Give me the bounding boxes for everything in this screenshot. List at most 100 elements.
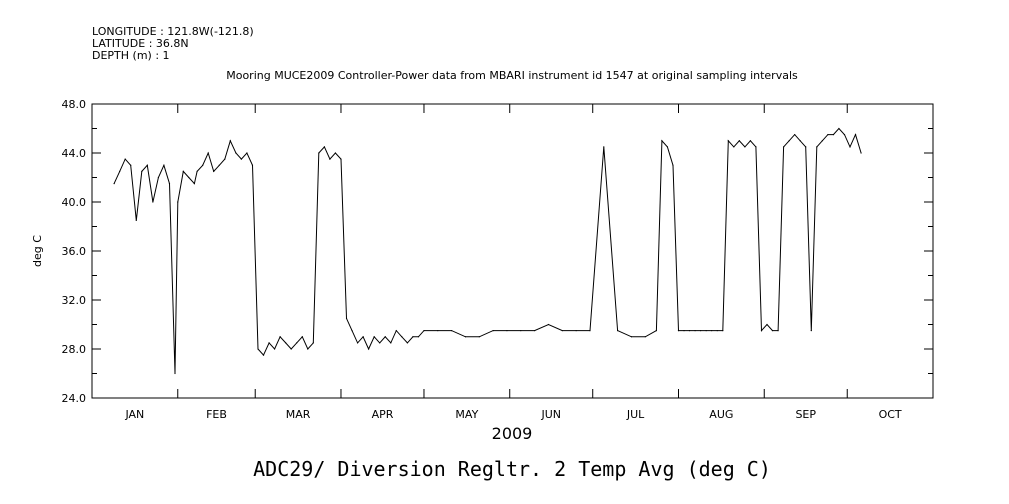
data-point <box>207 152 209 154</box>
x-tick-label-mar: MAR <box>286 408 311 421</box>
data-point <box>547 323 550 326</box>
data-point <box>146 164 148 166</box>
data-point <box>755 146 757 148</box>
x-tick-label-jan: JAN <box>124 408 144 421</box>
data-point <box>119 170 121 172</box>
data-point <box>744 146 746 148</box>
data-point <box>229 140 231 142</box>
data-point <box>406 342 408 344</box>
data-point <box>213 170 215 172</box>
latitude-label: LATITUDE : 36.8N <box>92 37 189 50</box>
data-point <box>312 342 314 344</box>
x-tick-label-aug: AUG <box>709 408 733 421</box>
data-point <box>805 146 807 148</box>
data-point <box>340 158 342 160</box>
data-point <box>700 330 702 332</box>
y-tick-label: 36.0 <box>62 245 87 258</box>
data-point <box>124 158 126 160</box>
y-axis: 24.0 28.0 32.0 36.0 40.0 44.0 48.0 <box>62 98 933 405</box>
data-point <box>849 146 851 148</box>
data-point <box>301 336 303 338</box>
data-point <box>644 336 646 338</box>
data-point <box>821 140 823 142</box>
data-point <box>152 201 154 203</box>
data-point <box>113 183 115 185</box>
y-tick-label: 28.0 <box>62 343 87 356</box>
data-point <box>141 170 143 172</box>
data-point <box>677 330 680 332</box>
data-point <box>240 158 242 160</box>
data-point <box>630 336 633 338</box>
data-point <box>672 164 674 166</box>
y-axis-label: deg C <box>31 235 44 267</box>
data-point <box>262 354 265 356</box>
data-point <box>777 330 779 332</box>
data-point <box>423 330 425 332</box>
y-tick-label: 48.0 <box>62 98 87 111</box>
data-point <box>738 140 740 142</box>
data-point <box>688 330 691 332</box>
plot-area <box>113 127 862 375</box>
y-tick-label: 32.0 <box>62 294 87 307</box>
data-point <box>224 158 226 160</box>
data-point <box>251 164 254 166</box>
data-point <box>464 336 467 338</box>
data-point <box>832 134 835 136</box>
data-point <box>575 330 577 332</box>
x-tick-label-jul: JUL <box>626 408 645 421</box>
depth-label: DEPTH (m) : 1 <box>92 49 170 62</box>
data-point <box>534 330 536 332</box>
data-point <box>766 323 768 326</box>
data-point <box>174 372 176 375</box>
data-point <box>135 219 137 221</box>
data-point <box>827 134 829 136</box>
x-tick-label-apr: APR <box>372 408 394 421</box>
x-tick-label-oct: OCT <box>879 408 902 421</box>
data-point <box>783 146 785 148</box>
chart-title: Mooring MUCE2009 Controller-Power data f… <box>226 69 798 82</box>
data-point <box>661 140 663 142</box>
data-point <box>368 348 370 350</box>
data-point <box>617 330 619 332</box>
plot-frame <box>91 103 934 399</box>
data-point <box>603 146 605 148</box>
x-tick-label-may: MAY <box>455 408 478 421</box>
temperature-series-line <box>113 127 862 374</box>
data-point <box>666 146 669 148</box>
data-point <box>683 330 685 332</box>
data-point <box>246 152 248 154</box>
chart-footer-caption: ADC29/ Diversion Regltr. 2 Temp Avg (deg… <box>253 457 771 481</box>
data-point <box>345 317 348 319</box>
data-point <box>716 330 718 332</box>
data-point <box>188 176 190 179</box>
data-point <box>799 140 801 142</box>
longitude-label: LONGITUDE : 121.8W(-121.8) <box>92 25 254 38</box>
data-point <box>356 342 359 344</box>
data-point <box>705 330 707 332</box>
data-point <box>722 330 724 332</box>
data-point <box>412 336 414 338</box>
data-point <box>492 330 494 332</box>
x-tick-label-jun: JUN <box>540 408 561 421</box>
data-point <box>196 170 198 172</box>
data-point <box>816 146 818 148</box>
data-point <box>290 348 292 350</box>
data-point <box>329 158 331 160</box>
data-point <box>810 330 812 332</box>
data-point <box>390 342 392 344</box>
data-point <box>379 342 381 344</box>
y-tick-label: 24.0 <box>62 392 87 405</box>
data-point <box>268 342 270 344</box>
data-point <box>157 176 159 179</box>
data-point <box>168 183 171 185</box>
data-point <box>843 134 846 136</box>
y-tick-label: 44.0 <box>62 147 87 160</box>
data-point <box>202 164 204 166</box>
data-point <box>520 330 522 332</box>
data-point <box>130 164 132 166</box>
y-tick-label: 40.0 <box>62 196 87 209</box>
data-point <box>711 330 713 332</box>
x-axis-label: 2009 <box>492 424 533 443</box>
data-point <box>318 152 320 154</box>
